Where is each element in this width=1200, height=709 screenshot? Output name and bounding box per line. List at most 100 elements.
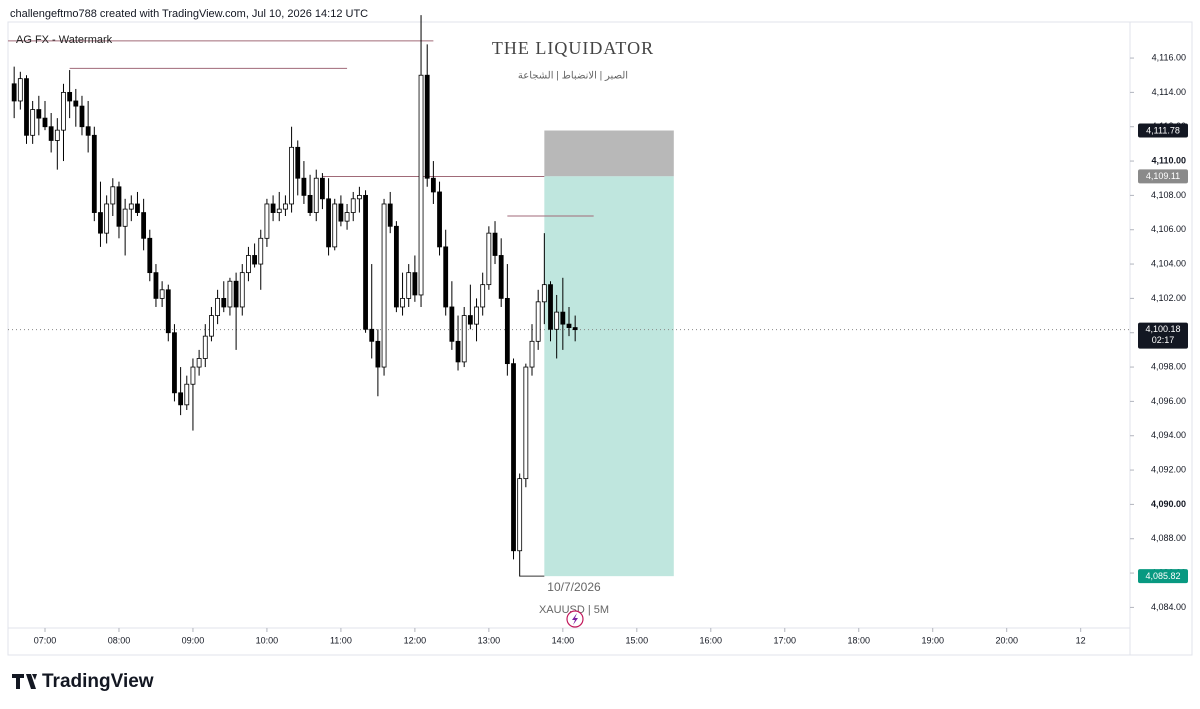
candle-body xyxy=(104,203,110,234)
candle-body xyxy=(91,134,97,213)
candle-body xyxy=(320,177,325,200)
candle-body xyxy=(338,203,344,222)
candle-body xyxy=(554,311,560,330)
x-tick-label: 18:00 xyxy=(847,635,870,645)
candle-body xyxy=(184,383,190,406)
candle-body xyxy=(467,315,473,325)
candle-body xyxy=(461,315,467,363)
y-tick-label: 4,084.00 xyxy=(1151,602,1186,612)
y-tick-label: 4,098.00 xyxy=(1151,361,1186,371)
candle-body xyxy=(356,194,362,200)
candle-body xyxy=(566,323,572,328)
symbol-label: XAUUSD | 5M xyxy=(539,604,609,616)
candle-body xyxy=(486,232,492,286)
candle-body xyxy=(369,328,375,342)
target-price-label-bg xyxy=(1138,569,1188,584)
x-tick-label: 13:00 xyxy=(478,635,501,645)
x-tick-label: 12 xyxy=(1076,635,1086,645)
stop-zone xyxy=(544,130,674,177)
candle-body xyxy=(215,297,221,316)
candle-body xyxy=(165,289,171,334)
y-tick-label: 4,102.00 xyxy=(1151,293,1186,303)
candle-body xyxy=(61,91,66,131)
candle-body xyxy=(387,203,393,227)
y-tick-label: 4,092.00 xyxy=(1151,464,1186,474)
candle-body xyxy=(504,297,510,365)
candle-body xyxy=(443,246,449,308)
candle-body xyxy=(406,272,412,299)
candle-body xyxy=(159,289,165,299)
candle-body xyxy=(172,332,177,394)
candle-body xyxy=(122,208,128,227)
candle-body xyxy=(190,366,196,385)
x-tick-label: 20:00 xyxy=(995,635,1018,645)
y-tick-label: 4,094.00 xyxy=(1151,430,1186,440)
candle-body xyxy=(67,91,73,102)
candle-body xyxy=(153,272,159,299)
x-tick-label: 15:00 xyxy=(626,635,649,645)
candle-body xyxy=(141,212,147,239)
x-tick-label: 09:00 xyxy=(182,635,205,645)
x-tick-label: 11:00 xyxy=(330,635,352,645)
candle-body xyxy=(246,255,251,274)
stop-price-label-bg xyxy=(1138,123,1188,138)
x-tick-label: 10:00 xyxy=(256,635,279,645)
candle-body xyxy=(252,255,257,265)
candle-body xyxy=(79,105,85,128)
candle-body xyxy=(178,392,184,406)
candle-body xyxy=(283,203,288,210)
stop-price-label: 4,111.78 xyxy=(1146,125,1180,135)
candle-body xyxy=(17,78,23,102)
candle-body xyxy=(498,255,504,299)
panel-border xyxy=(7,21,1193,656)
candle-body xyxy=(301,177,307,196)
candle-body xyxy=(492,232,498,256)
countdown: 02:17 xyxy=(1152,335,1175,345)
candle-body xyxy=(517,478,523,552)
candle-body xyxy=(344,212,350,222)
candle-body xyxy=(548,284,553,330)
candle-body xyxy=(393,225,399,308)
candle-body xyxy=(202,335,208,359)
candle-body xyxy=(455,340,461,363)
candle-body xyxy=(400,297,405,308)
candle-body xyxy=(381,203,387,368)
candle-body xyxy=(332,203,338,248)
plot-area: 4,084.004,086.004,088.004,090.004,092.00… xyxy=(8,15,1188,645)
candle-body xyxy=(560,311,566,325)
candle-body xyxy=(289,146,294,205)
y-tick-label: 4,108.00 xyxy=(1151,190,1186,200)
logo-text: TradingView xyxy=(42,671,154,692)
date-label: 10/7/2026 xyxy=(547,580,601,594)
candle-body xyxy=(480,284,486,308)
candle-body xyxy=(474,306,479,325)
candle-body xyxy=(116,186,122,227)
x-tick-label: 16:00 xyxy=(700,635,723,645)
candle-body xyxy=(449,306,455,342)
candle-body xyxy=(258,237,264,265)
candle-body xyxy=(36,109,42,119)
y-tick-label: 4,104.00 xyxy=(1151,258,1186,268)
chart-title: THE LIQUIDATOR xyxy=(492,38,654,58)
y-tick-label: 4,088.00 xyxy=(1151,533,1186,543)
last-price-bg xyxy=(1138,322,1188,349)
candle-body xyxy=(239,272,245,308)
chart-subtitle: الصبر | الانضباط | الشجاعة xyxy=(518,71,628,82)
candle-body xyxy=(85,126,91,136)
logo-mark xyxy=(12,674,37,689)
y-tick-label: 4,090.00 xyxy=(1151,499,1186,509)
entry-price-label: 4,109.11 xyxy=(1146,171,1180,181)
candle-body xyxy=(11,83,17,102)
candle-body xyxy=(363,194,368,330)
candle-body xyxy=(307,194,313,213)
entry-price-label-bg xyxy=(1138,169,1188,184)
y-tick-label: 4,116.00 xyxy=(1152,52,1186,62)
candle-body xyxy=(541,284,547,303)
x-tick-label: 12:00 xyxy=(404,635,427,645)
candle-body xyxy=(270,203,276,213)
target-zone xyxy=(544,176,674,577)
candle-body xyxy=(523,366,529,480)
candle-body xyxy=(48,126,54,141)
replay-icon-bolt xyxy=(572,613,578,625)
candle-body xyxy=(264,203,270,239)
